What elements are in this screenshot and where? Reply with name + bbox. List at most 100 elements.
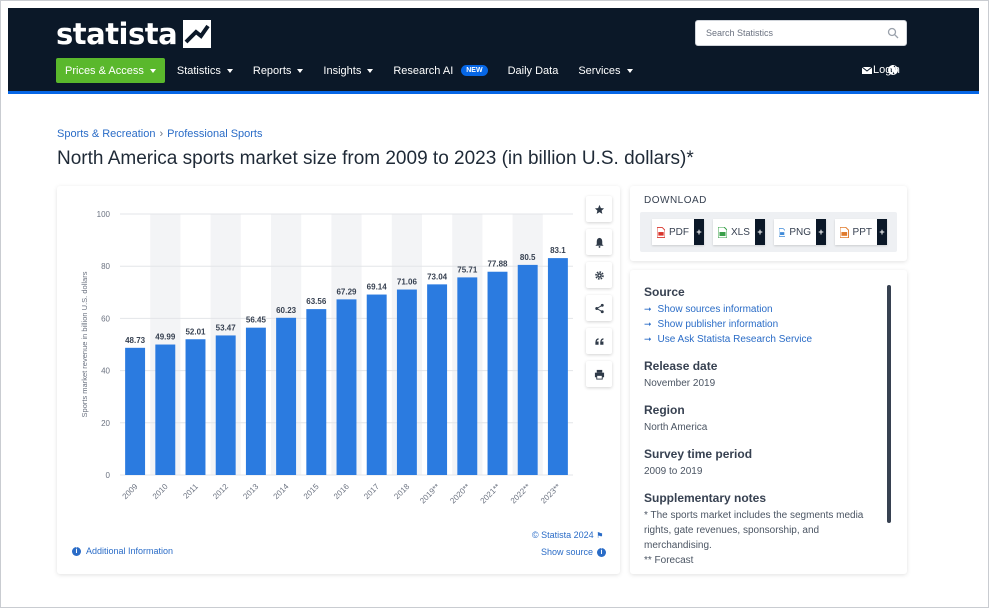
png-file-icon <box>779 227 786 237</box>
print-icon <box>594 369 604 380</box>
y-tick-label: 40 <box>101 367 110 376</box>
nav-reports[interactable]: Reports <box>243 58 314 83</box>
breadcrumb-sports-recreation[interactable]: Sports & Recreation <box>57 128 156 140</box>
bar <box>276 317 297 475</box>
nav-insights[interactable]: Insights <box>313 58 383 83</box>
nav-research-ai[interactable]: Research AI NEW <box>383 58 497 83</box>
share-button[interactable] <box>586 295 612 321</box>
mail-icon[interactable] <box>861 64 873 76</box>
additional-information-link[interactable]: i Additional Information <box>72 546 173 556</box>
ppt-label: PPT <box>852 226 872 238</box>
chart-toolbar <box>586 196 612 387</box>
chevron-down-icon <box>226 68 233 73</box>
region-heading: Region <box>644 403 685 417</box>
data-label: 53.47 <box>216 323 237 332</box>
bar <box>487 271 508 475</box>
download-ppt-main[interactable]: PPT <box>835 219 877 245</box>
y-tick-label: 100 <box>97 210 111 219</box>
bar <box>306 309 327 475</box>
download-xls-plus[interactable]: + <box>755 219 765 245</box>
y-axis-label: Sports market revenue in billion U.S. do… <box>80 271 89 417</box>
x-tick-label: 2015 <box>302 482 321 501</box>
copyright-text: © Statista 2024 <box>532 530 594 540</box>
data-label: 48.73 <box>125 336 146 345</box>
search-box <box>695 20 907 46</box>
star-icon <box>594 204 604 214</box>
png-label: PNG <box>789 226 811 238</box>
x-tick-label: 2011 <box>181 482 200 501</box>
supplementary-notes-value: * The sports market includes the segment… <box>644 510 864 551</box>
x-tick-label: 2010 <box>151 482 170 501</box>
source-links: ➞ Show sources information ➞ Show publishe… <box>644 302 879 347</box>
show-source-link[interactable]: Show source i <box>541 547 607 557</box>
nav-services[interactable]: Services <box>568 58 642 83</box>
info-scrollbar[interactable] <box>887 285 891 523</box>
search-icon[interactable] <box>887 27 899 39</box>
x-tick-label: 2009 <box>121 482 140 501</box>
arrow-right-icon: ➞ <box>644 319 652 329</box>
ask-statista-label: Use Ask Statista Research Service <box>657 334 813 345</box>
download-pdf-button[interactable]: PDF + <box>652 219 704 245</box>
favorite-button[interactable] <box>586 196 612 222</box>
breadcrumb-professional-sports[interactable]: Professional Sports <box>167 128 263 140</box>
logo-text: statista <box>56 17 178 51</box>
settings-button[interactable] <box>586 262 612 288</box>
logo-mark-icon <box>183 20 212 48</box>
x-tick-label: 2014 <box>272 482 291 501</box>
download-pdf-plus[interactable]: + <box>694 219 704 245</box>
data-label: 67.29 <box>336 287 357 296</box>
share-icon <box>594 303 604 313</box>
download-xls-button[interactable]: XLS + <box>713 219 765 245</box>
download-card: DOWNLOAD PDF + XLS + PNG + <box>630 186 907 261</box>
flag-icon: ⚑ <box>596 531 604 540</box>
print-button[interactable] <box>586 361 612 387</box>
x-tick-label: 2018 <box>392 482 411 501</box>
data-label: 49.99 <box>155 333 176 342</box>
statista-copyright[interactable]: © Statista 2024 ⚑ <box>532 530 603 540</box>
page-title: North America sports market size from 20… <box>57 148 694 169</box>
download-png-button[interactable]: PNG + <box>774 219 826 245</box>
quote-icon <box>594 337 603 345</box>
cite-button[interactable] <box>586 328 612 354</box>
login-link[interactable]: Login <box>873 64 900 76</box>
statista-logo[interactable]: statista <box>56 17 212 51</box>
bar <box>457 277 478 475</box>
search-input[interactable] <box>696 21 876 45</box>
download-xls-main[interactable]: XLS <box>713 219 755 245</box>
nav-label: Services <box>578 64 621 77</box>
show-sources-link[interactable]: ➞ Show sources information <box>644 302 879 317</box>
main-nav: Prices & Access Statistics Reports Insig… <box>56 58 643 83</box>
data-label: 80.5 <box>520 253 536 262</box>
bar-chart: 0 20 40 60 80 100 Sports market revenue in bil… <box>80 210 573 505</box>
download-ppt-button[interactable]: PPT + <box>835 219 887 245</box>
info-content: Source ➞ Show sources information ➞ Show p… <box>644 285 879 574</box>
breadcrumb: Sports & Recreation › Professional Sport… <box>57 128 263 140</box>
data-label: 52.01 <box>185 327 206 336</box>
chevron-down-icon <box>297 68 304 73</box>
ask-statista-link[interactable]: ➞ Use Ask Statista Research Service <box>644 332 879 347</box>
arrow-right-icon: ➞ <box>644 304 652 314</box>
arrow-right-icon: ➞ <box>644 334 652 344</box>
breadcrumb-separator: › <box>159 128 164 140</box>
download-ppt-plus[interactable]: + <box>877 219 887 245</box>
x-tick-label: 2022** <box>509 482 532 505</box>
show-publisher-link[interactable]: ➞ Show publisher information <box>644 317 879 332</box>
bar <box>125 347 146 475</box>
download-pdf-main[interactable]: PDF <box>652 219 694 245</box>
nav-statistics[interactable]: Statistics <box>167 58 243 83</box>
bar <box>517 264 538 475</box>
nav-prices-access[interactable]: Prices & Access <box>56 58 165 83</box>
y-tick-label: 20 <box>101 419 110 428</box>
chevron-down-icon <box>149 68 156 73</box>
globe-icon[interactable] <box>887 64 899 76</box>
bar <box>366 294 387 475</box>
x-tick-label: 2019** <box>418 482 441 505</box>
bar <box>245 327 266 475</box>
data-label: 63.56 <box>306 297 327 306</box>
download-png-plus[interactable]: + <box>816 219 826 245</box>
nav-label: Prices & Access <box>65 64 144 77</box>
nav-daily-data[interactable]: Daily Data <box>498 58 569 83</box>
download-png-main[interactable]: PNG <box>774 219 816 245</box>
notification-button[interactable] <box>586 229 612 255</box>
x-tick-label: 2012 <box>211 482 230 501</box>
